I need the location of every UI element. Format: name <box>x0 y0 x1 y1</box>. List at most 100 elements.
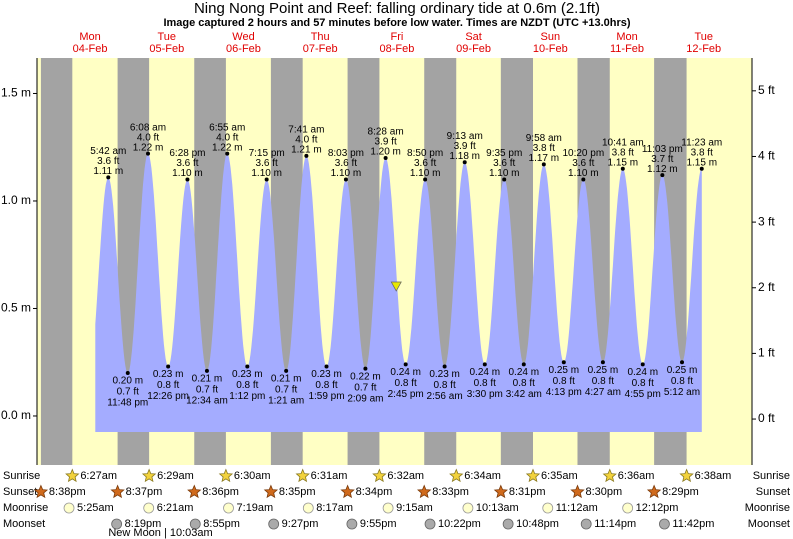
tide-height: 0.24 m <box>627 367 658 378</box>
tide-height: 1.10 m <box>251 168 282 179</box>
moonset-icon <box>424 518 436 530</box>
day-date: 07-Feb <box>303 43 338 55</box>
moonrise-time: 5:25am <box>77 502 114 514</box>
tide-feet: 3.6 ft <box>572 158 594 169</box>
row-label: Sunset <box>3 486 37 498</box>
tide-point <box>699 166 704 171</box>
tide-time: 4:55 pm <box>625 389 661 400</box>
tide-time: 9:13 am <box>447 131 483 142</box>
sunrise-icon <box>525 468 541 483</box>
tide-point <box>383 155 388 160</box>
row-label: Moonset <box>748 518 790 530</box>
sunrise-icon <box>679 468 694 483</box>
moonset-time: 10:48pm <box>516 518 559 530</box>
y-tick-label: 0.5 m <box>1 301 31 315</box>
moonrise-icon <box>302 502 314 514</box>
sunset-icon <box>33 484 49 499</box>
tide-height: 1.10 m <box>568 168 599 179</box>
tide-point <box>680 360 685 365</box>
tide-time: 2:45 pm <box>388 389 424 400</box>
tide-height: 1.10 m <box>489 168 520 179</box>
tide-height: 0.25 m <box>667 365 698 376</box>
moonset-time: 10:22pm <box>438 518 481 530</box>
tide-height: 1.22 m <box>212 142 243 153</box>
sunrise-icon <box>602 468 617 483</box>
tide-time: 6:08 am <box>130 122 166 133</box>
tide-feet: 0.8 ft <box>236 380 258 391</box>
day-date: 06-Feb <box>226 43 261 55</box>
tide-height: 1.10 m <box>331 168 362 179</box>
tide-height: 0.23 m <box>153 369 184 380</box>
tide-height: 1.21 m <box>291 144 322 155</box>
moonset-icon <box>346 518 358 530</box>
tide-height: 0.21 m <box>271 373 302 384</box>
tide-point <box>521 362 526 367</box>
sunset-time: 8:38pm <box>49 486 86 498</box>
tide-height: 0.24 m <box>470 367 501 378</box>
day-date: 12-Feb <box>686 43 721 55</box>
sunset-time: 8:36pm <box>202 486 239 498</box>
day-date: 04-Feb <box>73 43 108 55</box>
tide-height: 0.22 m <box>350 371 381 382</box>
tide-time: 1:21 am <box>268 395 304 406</box>
tide-feet: 0.8 ft <box>671 376 693 387</box>
day-name: Wed <box>232 31 254 43</box>
sunrise-time: 6:36am <box>618 470 655 482</box>
tide-feet: 0.7 ft <box>196 384 218 395</box>
day-name: Sat <box>465 31 482 43</box>
tide-point <box>502 177 507 182</box>
moonrise-time: 6:21am <box>157 502 194 514</box>
moon-phase: New Moon | 10:03am <box>108 527 212 539</box>
tide-point <box>304 153 309 158</box>
day-name: Tue <box>157 31 176 43</box>
moonset-time: 9:55pm <box>360 518 397 530</box>
moonrise-icon <box>542 502 554 514</box>
moonset-time: 9:27pm <box>282 518 319 530</box>
tide-point <box>660 173 665 178</box>
chart-title: Ning Nong Point and Reef: falling ordina… <box>194 0 600 17</box>
tide-feet: 0.8 ft <box>395 378 417 389</box>
tide-feet: 0.8 ft <box>553 376 575 387</box>
moonset-icon <box>111 518 123 530</box>
tide-feet: 3.8 ft <box>612 147 634 158</box>
sunset-time: 8:31pm <box>509 486 546 498</box>
sunset-icon <box>340 484 355 499</box>
tide-point <box>225 151 230 156</box>
y2-tick-label: 3 ft <box>758 214 775 228</box>
y2-tick-label: 1 ft <box>758 346 775 360</box>
tide-height: 1.12 m <box>647 164 678 175</box>
day-name: Sun <box>541 31 561 43</box>
tide-point <box>185 177 190 182</box>
sunset-icon <box>110 484 125 499</box>
tide-height: 0.25 m <box>549 365 580 376</box>
moonset-icon <box>189 518 201 530</box>
tide-feet: 4.0 ft <box>137 132 159 143</box>
tide-height: 0.20 m <box>112 376 143 387</box>
day-date: 11-Feb <box>610 43 644 55</box>
sunset-time: 8:35pm <box>279 486 316 498</box>
tide-point <box>640 362 645 367</box>
tide-feet: 0.7 ft <box>117 387 139 398</box>
night-band <box>40 58 73 465</box>
tide-point <box>343 177 348 182</box>
tide-time: 1:59 pm <box>308 391 344 402</box>
sunrise-time: 6:30am <box>234 470 271 482</box>
tide-point <box>462 160 467 165</box>
tide-feet: 3.6 ft <box>97 156 119 167</box>
sunset-time: 8:33pm <box>432 486 469 498</box>
day-name: Fri <box>390 31 403 43</box>
tide-point <box>442 364 447 369</box>
moonset-icon <box>268 518 280 530</box>
tide-feet: 3.9 ft <box>374 137 396 148</box>
tide-point <box>561 360 566 365</box>
y-tick-label: 1.5 m <box>1 86 31 100</box>
sunset-icon <box>263 484 279 499</box>
tide-feet: 3.8 ft <box>691 147 713 158</box>
tide-time: 7:15 pm <box>249 148 285 159</box>
tide-time: 11:48 pm <box>107 398 148 409</box>
sunset-icon <box>570 484 585 499</box>
tide-feet: 3.6 ft <box>256 158 278 169</box>
sunset-time: 8:37pm <box>126 486 163 498</box>
row-label: Sunrise <box>3 470 40 482</box>
sunset-time: 8:29pm <box>662 486 699 498</box>
